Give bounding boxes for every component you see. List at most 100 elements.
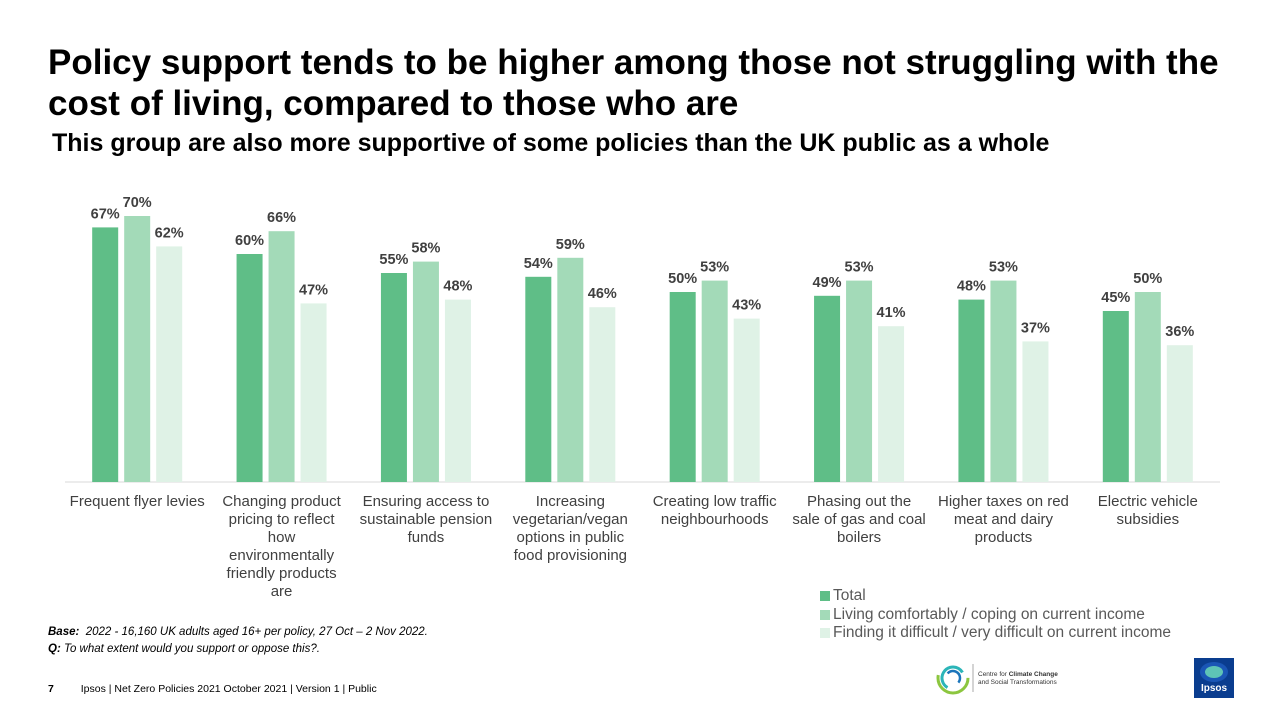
value-label-phasing-out-the-sale-of-gas-and-coal-boilers-series-2: 53%: [845, 260, 874, 276]
category-label-higher-taxes-on-red-meat-and-dairy-products: Higher taxes on red meat and dairy product…: [938, 493, 1069, 546]
bar-creating-low-traffic-neighbourhoods-series-1: [669, 292, 696, 482]
bar-changing-product-pricing-to-reflect-how-environmentally-friendly-products-are-series-2: [268, 231, 295, 482]
footnote-base: Base: 2022 - 16,160 UK adults aged 16+ p…: [48, 624, 428, 641]
category-label-ensuring-access-to-sustainable-pension-funds: Ensuring access to sustainable pension fun…: [360, 493, 493, 546]
bar-increasing-vegetarian-vegan-options-in-public-food-provisioning-series-2: [557, 257, 584, 482]
value-label-higher-taxes-on-red-meat-and-dairy-products-series-2: 53%: [989, 260, 1018, 276]
category-label-line: Creating low traffic: [653, 493, 777, 510]
category-label-line: Phasing out the: [807, 493, 911, 510]
cc-logo-text-1b: Climate Change: [1009, 671, 1059, 678]
value-label-ensuring-access-to-sustainable-pension-funds-series-2: 58%: [411, 241, 440, 257]
category-label-line: Increasing: [536, 493, 605, 510]
category-label-line: environmentally: [229, 547, 335, 564]
bar-frequent-flyer-levies-series-1: [92, 227, 119, 482]
footnote-base-label: Base:: [48, 626, 80, 638]
bar-phasing-out-the-sale-of-gas-and-coal-boilers-series-2: [846, 280, 873, 482]
value-label-phasing-out-the-sale-of-gas-and-coal-boilers-series-1: 49%: [813, 275, 842, 291]
value-label-creating-low-traffic-neighbourhoods-series-3: 43%: [732, 298, 761, 314]
legend-item-comfortable: Living comfortably / coping on current i…: [820, 606, 1171, 625]
bar-increasing-vegetarian-vegan-options-in-public-food-provisioning-series-1: [525, 276, 552, 482]
value-label-increasing-vegetarian-vegan-options-in-public-food-provisioning-series-3: 46%: [588, 286, 617, 302]
footnote-q-label: Q:: [48, 643, 61, 655]
category-label-line: funds: [408, 529, 445, 546]
value-label-frequent-flyer-levies-series-2: 70%: [123, 195, 152, 211]
footnote-q-text: To what extent would you support or oppo…: [63, 643, 320, 655]
bar-higher-taxes-on-red-meat-and-dairy-products-series-1: [958, 299, 985, 482]
value-label-changing-product-pricing-to-reflect-how-environmentally-friendly-products-are-series-1: 60%: [235, 233, 264, 249]
bar-frequent-flyer-levies-series-3: [156, 246, 183, 482]
ipsos-logo-text: Ipsos: [1201, 683, 1228, 694]
value-label-creating-low-traffic-neighbourhoods-series-2: 53%: [700, 260, 729, 276]
bar-electric-vehicle-subsidies-series-3: [1166, 345, 1193, 482]
value-label-increasing-vegetarian-vegan-options-in-public-food-provisioning-series-2: 59%: [556, 237, 585, 253]
category-label-line: vegetarian/vegan: [513, 511, 628, 528]
bar-electric-vehicle-subsidies-series-2: [1134, 292, 1161, 482]
category-label-frequent-flyer-levies: Frequent flyer levies: [70, 493, 205, 510]
climate-centre-logo: Centre for Climate Change and Social Tra…: [936, 661, 1058, 695]
svg-text:Centre for Climate Change: Centre for Climate Change: [978, 671, 1058, 678]
category-label-line: neighbourhoods: [661, 511, 769, 528]
footnote-base-text: 2022 - 16,160 UK adults aged 16+ per pol…: [85, 626, 428, 638]
cc-logo-text-2: and Social Transformations: [978, 679, 1058, 686]
category-label-line: boilers: [837, 529, 881, 546]
page-number: 7: [48, 683, 54, 695]
bar-ensuring-access-to-sustainable-pension-funds-series-1: [380, 273, 407, 482]
footer-text: Ipsos | Net Zero Policies 2021 October 2…: [80, 683, 377, 695]
bar-creating-low-traffic-neighbourhoods-series-3: [733, 318, 760, 482]
value-label-higher-taxes-on-red-meat-and-dairy-products-series-3: 37%: [1021, 320, 1050, 336]
category-label-line: meat and dairy: [954, 511, 1054, 528]
bar-higher-taxes-on-red-meat-and-dairy-products-series-3: [1022, 341, 1049, 482]
page-title: Policy support tends to be higher among …: [48, 43, 1219, 123]
legend-item-difficult: Finding it difficult / very difficult on…: [820, 624, 1171, 643]
category-label-line: Changing product: [222, 493, 341, 510]
category-label-line: Higher taxes on red: [938, 493, 1069, 510]
category-label-line: Frequent flyer levies: [70, 493, 205, 510]
legend-label-comfortable: Living comfortably / coping on current i…: [833, 605, 1145, 623]
category-label-line: sustainable pension: [360, 511, 493, 528]
category-label-line: food provisioning: [514, 547, 627, 564]
category-label-line: options in public: [517, 529, 625, 546]
value-label-creating-low-traffic-neighbourhoods-series-1: 50%: [668, 271, 697, 287]
bar-phasing-out-the-sale-of-gas-and-coal-boilers-series-1: [814, 295, 841, 482]
footnote: Base: 2022 - 16,160 UK adults aged 16+ p…: [48, 624, 428, 658]
chart-legend: Total Living comfortably / coping on cur…: [820, 587, 1171, 643]
category-label-line: friendly products: [227, 565, 337, 582]
category-label-line: subsidies: [1117, 511, 1180, 528]
bar-increasing-vegetarian-vegan-options-in-public-food-provisioning-series-3: [589, 307, 616, 482]
bar-ensuring-access-to-sustainable-pension-funds-series-2: [412, 261, 439, 482]
page-subtitle: This group are also more supportive of s…: [52, 129, 1050, 157]
legend-label-difficult: Finding it difficult / very difficult on…: [833, 624, 1171, 642]
legend-item-total: Total: [820, 587, 1171, 606]
category-label-line: how: [268, 529, 296, 546]
value-label-frequent-flyer-levies-series-3: 62%: [155, 225, 184, 241]
bar-higher-taxes-on-red-meat-and-dairy-products-series-2: [990, 280, 1017, 482]
value-label-ensuring-access-to-sustainable-pension-funds-series-1: 55%: [379, 252, 408, 268]
category-label-line: pricing to reflect: [229, 511, 336, 528]
cc-logo-text-1a: Centre for: [978, 671, 1009, 678]
bar-electric-vehicle-subsidies-series-1: [1102, 311, 1129, 482]
legend-swatch-total: [820, 591, 830, 602]
value-label-electric-vehicle-subsidies-series-1: 45%: [1101, 290, 1130, 306]
value-label-electric-vehicle-subsidies-series-2: 50%: [1133, 271, 1162, 287]
bar-ensuring-access-to-sustainable-pension-funds-series-3: [444, 299, 471, 482]
footnote-question: Q: To what extent would you support or o…: [48, 641, 428, 658]
category-label-line: Ensuring access to: [363, 493, 490, 510]
ipsos-logo: Ipsos: [1194, 658, 1234, 698]
bar-frequent-flyer-levies-series-2: [124, 216, 151, 482]
category-label-electric-vehicle-subsidies: Electric vehicle subsidies: [1098, 493, 1198, 528]
category-label-changing-product-pricing-to-reflect-how-environmentally-friendly-products-are: Changing product pricing to reflect how env…: [222, 493, 341, 600]
value-label-electric-vehicle-subsidies-series-3: 36%: [1165, 324, 1194, 340]
value-label-changing-product-pricing-to-reflect-how-environmentally-friendly-products-are-series-3: 47%: [299, 282, 328, 298]
category-label-phasing-out-the-sale-of-gas-and-coal-boilers: Phasing out the sale of gas and coal boile…: [792, 493, 925, 546]
legend-swatch-difficult: [820, 628, 830, 639]
bar-changing-product-pricing-to-reflect-how-environmentally-friendly-products-are-series-1: [236, 254, 263, 482]
value-label-frequent-flyer-levies-series-1: 67%: [91, 206, 120, 222]
bar-chart: 67%70%62% Frequent flyer levies 60%66% 47% C…: [65, 195, 1220, 600]
category-label-line: sale of gas and coal: [792, 511, 925, 528]
bar-phasing-out-the-sale-of-gas-and-coal-boilers-series-3: [878, 326, 905, 482]
category-label-line: Electric vehicle: [1098, 493, 1198, 510]
category-label-line: are: [271, 583, 293, 600]
category-label-line: products: [975, 529, 1033, 546]
value-label-ensuring-access-to-sustainable-pension-funds-series-3: 48%: [443, 279, 472, 295]
value-label-higher-taxes-on-red-meat-and-dairy-products-series-1: 48%: [957, 279, 986, 295]
